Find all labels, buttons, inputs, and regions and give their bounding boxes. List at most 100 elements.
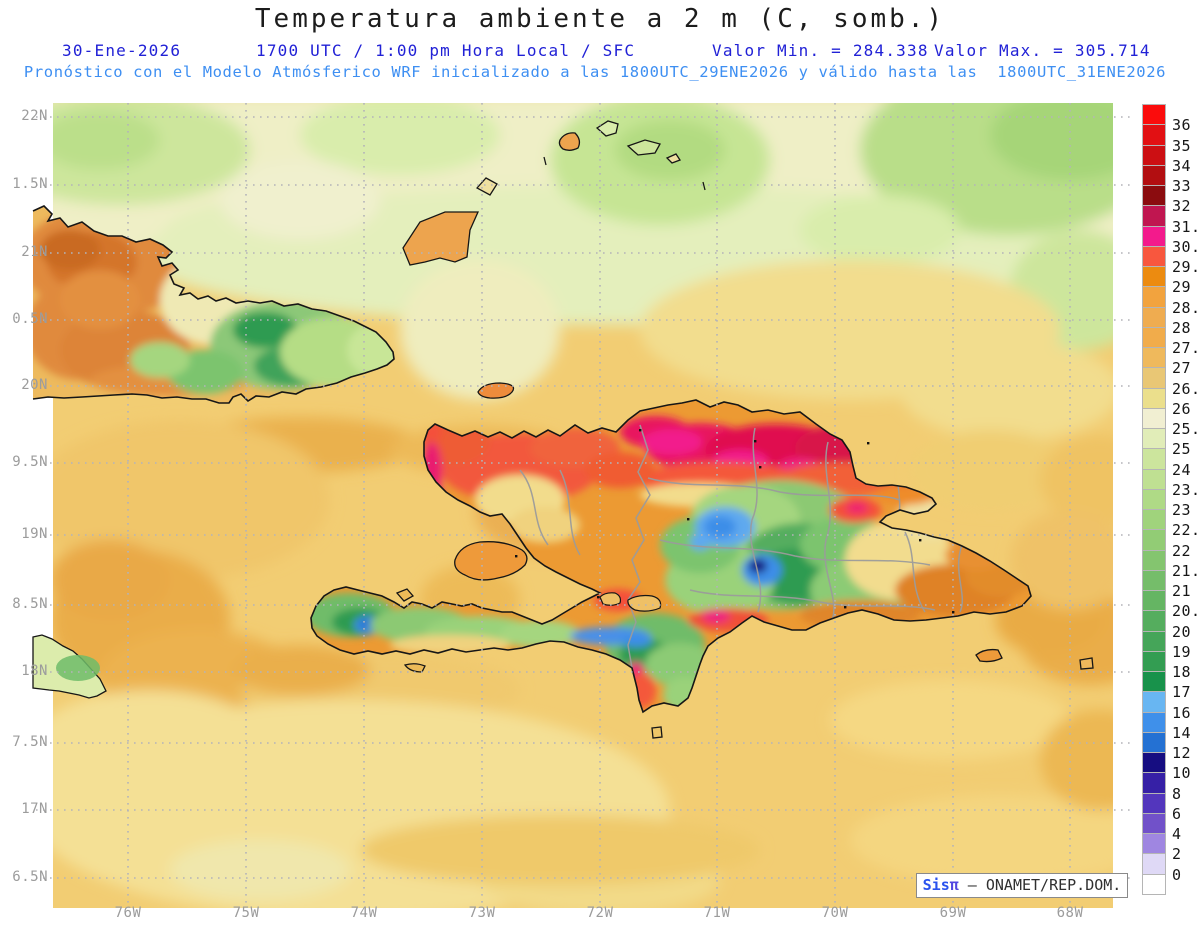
colorbar-cell xyxy=(1142,144,1166,166)
colorbar-label: 25 xyxy=(1172,440,1192,459)
colorbar-cell xyxy=(1142,387,1166,409)
colorbar-cell xyxy=(1142,326,1166,349)
colorbar-label: 4 xyxy=(1172,825,1182,844)
lat-label: 1.5N xyxy=(12,176,48,192)
valor-min-label: Valor Min. = 284.338 xyxy=(712,41,929,60)
lon-label: 74W xyxy=(350,905,378,921)
colorbar-cell xyxy=(1142,347,1166,369)
colorbar-label: 23.5 xyxy=(1172,480,1200,499)
colorbar-cell xyxy=(1142,691,1166,713)
colorbar-label: 28 xyxy=(1172,318,1192,337)
lat-label: 20N xyxy=(21,377,48,393)
colorbar-label: 22.5 xyxy=(1172,521,1200,540)
colorbar-label: 21.5 xyxy=(1172,561,1200,580)
colorbar-label: 34 xyxy=(1172,156,1192,175)
colorbar-cell xyxy=(1142,731,1166,754)
colorbar-cell xyxy=(1142,671,1166,693)
cuba-coastline xyxy=(32,205,395,404)
lat-label: 22N xyxy=(21,108,48,124)
caicos-islet-2 xyxy=(626,139,661,156)
caicos-islet-1 xyxy=(595,120,619,137)
colorbar-label: 10 xyxy=(1172,764,1192,783)
cuba-landmass xyxy=(32,205,395,404)
colorbar-cell xyxy=(1142,509,1166,531)
colorbar-label: 16 xyxy=(1172,703,1192,722)
colorbar-cell xyxy=(1142,164,1166,187)
lon-label: 70W xyxy=(821,905,849,921)
colorbar-cell xyxy=(1142,752,1166,774)
tortuga-island xyxy=(477,382,515,399)
colorbar-cell xyxy=(1142,792,1166,814)
colorbar-label: 35 xyxy=(1172,136,1192,155)
colorbar-cell xyxy=(1142,428,1166,450)
colorbar-label: 8 xyxy=(1172,784,1182,803)
colorbar-label: 18 xyxy=(1172,663,1192,682)
colorbar-label: 29 xyxy=(1172,278,1192,297)
colorbar-label: 33 xyxy=(1172,177,1192,196)
branding-box: Sisπ — ONAMET/REP.DOM. xyxy=(916,873,1128,898)
colorbar-cell xyxy=(1142,225,1166,247)
colorbar-label: 2 xyxy=(1172,845,1182,864)
colorbar-label: 12 xyxy=(1172,744,1192,763)
great-inagua-island xyxy=(402,211,480,266)
colorbar-cell xyxy=(1142,448,1166,470)
colorbar-cell xyxy=(1142,245,1166,268)
lon-label: 68W xyxy=(1056,905,1084,921)
lat-label: 6.5N xyxy=(12,869,48,885)
lon-label: 75W xyxy=(232,905,260,921)
colorbar-label: 14 xyxy=(1172,723,1192,742)
colorbar-cell xyxy=(1142,185,1166,207)
lon-label: 72W xyxy=(586,905,614,921)
date-label: 30-Ene-2026 xyxy=(62,41,182,60)
colorbar-label: 30.7 xyxy=(1172,237,1200,256)
lat-label: 19N xyxy=(21,526,48,542)
colorbar-label: 26.5 xyxy=(1172,379,1200,398)
colorbar-cell xyxy=(1142,488,1166,511)
lon-label: 69W xyxy=(939,905,967,921)
colorbar-cell xyxy=(1142,549,1166,571)
lon-label: 71W xyxy=(703,905,731,921)
city-markers xyxy=(515,429,955,614)
saona-island xyxy=(975,648,1003,663)
colorbar-label: 27 xyxy=(1172,359,1192,378)
turks-islet xyxy=(702,181,706,191)
lake-azuei xyxy=(599,592,622,606)
colorbar-cell xyxy=(1142,610,1166,632)
colorbar-label: 25.5 xyxy=(1172,420,1200,439)
mona-island xyxy=(1079,657,1094,670)
colorbar-cell xyxy=(1142,286,1166,308)
map-title: Temperatura ambiente a 2 m (C, somb.) xyxy=(254,4,946,34)
colorbar-cell xyxy=(1142,124,1166,146)
lat-label: 8.5N xyxy=(12,596,48,612)
caicos-islet-3 xyxy=(665,153,681,164)
colorbar-cell xyxy=(1142,833,1166,855)
colorbar-label: 0 xyxy=(1172,865,1182,884)
colorbar-label: 21 xyxy=(1172,582,1192,601)
gonave-island xyxy=(454,541,528,581)
lat-label: 17N xyxy=(21,801,48,817)
colorbar-cell xyxy=(1142,650,1166,673)
colorbar-label: 31.5 xyxy=(1172,217,1200,236)
brand-sis: Sis xyxy=(922,876,950,894)
ocean-temperature-field xyxy=(53,103,1113,908)
colorbar-label: 17 xyxy=(1172,683,1192,702)
colorbar-cell xyxy=(1142,468,1166,490)
colorbar-label: 24 xyxy=(1172,460,1192,479)
colorbar-cell xyxy=(1142,630,1166,652)
valor-max-label: Valor Max. = 305.714 xyxy=(934,41,1151,60)
colorbar-label: 20 xyxy=(1172,622,1192,641)
brand-pi-symbol: π xyxy=(949,876,959,894)
caicos-crescent xyxy=(558,132,581,151)
beata-islet xyxy=(651,726,663,739)
colorbar-cell xyxy=(1142,853,1166,875)
colorbar-label: 26 xyxy=(1172,399,1192,418)
colorbar-cell xyxy=(1142,529,1166,551)
little-inagua-island xyxy=(475,177,498,196)
lon-label: 73W xyxy=(468,905,496,921)
lat-label: 7.5N xyxy=(12,734,48,750)
lon-label: 76W xyxy=(114,905,142,921)
ile-a-vache xyxy=(403,663,426,673)
lat-label: 9.5N xyxy=(12,454,48,470)
colorbar-label: 20.5 xyxy=(1172,602,1200,621)
